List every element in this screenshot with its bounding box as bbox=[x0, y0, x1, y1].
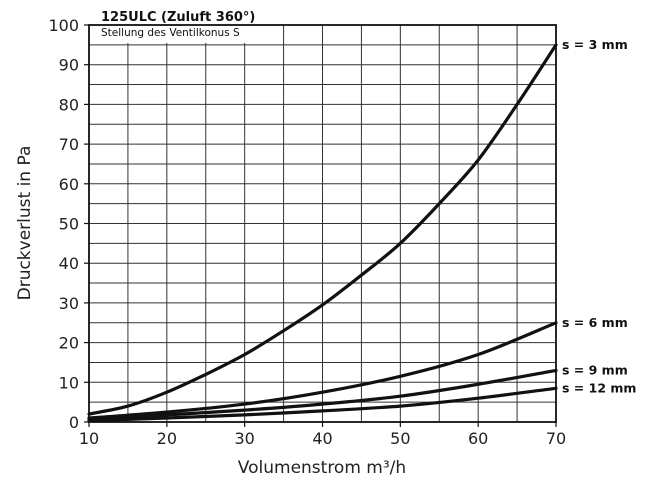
y-axis-label: Druckverlust in Pa bbox=[15, 146, 35, 301]
y-tick-label: 50 bbox=[59, 215, 79, 234]
y-tick-label: 60 bbox=[59, 175, 79, 194]
title-box: 125ULC (Zuluft 360°) Stellung des Ventil… bbox=[94, 7, 276, 43]
y-tick-label: 100 bbox=[48, 16, 79, 35]
curves bbox=[87, 43, 558, 423]
series-label-2: s = 6 mm bbox=[562, 315, 628, 330]
series-line-1 bbox=[87, 43, 558, 416]
series-labels: s = 3 mm s = 6 mm s = 9 mm s = 12 mm bbox=[562, 37, 636, 395]
series-line-4 bbox=[87, 386, 558, 423]
series-line-2 bbox=[87, 321, 558, 420]
x-tick-label: 70 bbox=[546, 429, 566, 448]
plot-frame bbox=[88, 24, 557, 423]
grid bbox=[88, 24, 557, 423]
y-tick-label: 90 bbox=[59, 56, 79, 75]
x-tick-label: 60 bbox=[468, 429, 488, 448]
x-tick-label: 10 bbox=[79, 429, 99, 448]
chart-title: 125ULC (Zuluft 360°) bbox=[101, 10, 255, 25]
series-label-3: s = 9 mm bbox=[562, 362, 628, 377]
x-tick-label: 40 bbox=[312, 429, 332, 448]
series-label-4: s = 12 mm bbox=[562, 380, 636, 395]
x-tick-label: 30 bbox=[234, 429, 254, 448]
chart-subtitle: Stellung des Ventilkonus S bbox=[101, 27, 240, 39]
series-line-3 bbox=[87, 368, 558, 422]
x-tick-label: 50 bbox=[390, 429, 410, 448]
y-tick-label: 20 bbox=[59, 334, 79, 353]
y-tick-label: 0 bbox=[69, 413, 79, 432]
y-tick-label: 30 bbox=[59, 294, 79, 313]
series-label-1: s = 3 mm bbox=[562, 37, 628, 52]
x-tick-label: 20 bbox=[157, 429, 177, 448]
y-tick-label: 80 bbox=[59, 95, 79, 114]
y-tick-label: 40 bbox=[59, 254, 79, 273]
x-axis-label: Volumenstrom m³/h bbox=[238, 458, 406, 478]
y-tick-label: 70 bbox=[59, 135, 79, 154]
y-tick-label: 10 bbox=[59, 373, 79, 392]
